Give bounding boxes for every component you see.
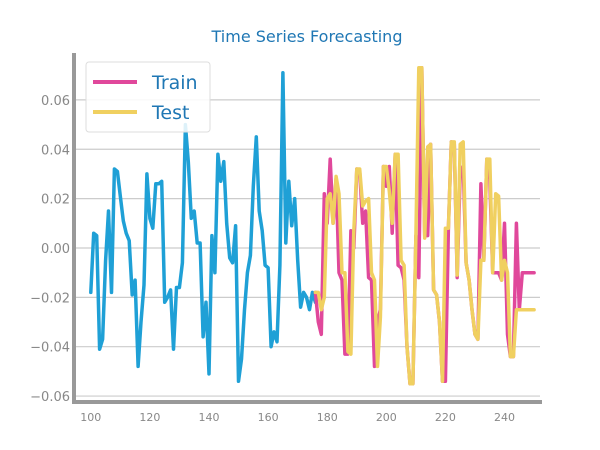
- legend-box: [85, 61, 211, 133]
- series-line-test: [313, 66, 536, 386]
- y-tick-label: −0.02: [30, 291, 70, 306]
- legend-label-train: Train: [151, 72, 198, 94]
- series-line-history: [89, 70, 327, 384]
- x-tick-label: 220: [435, 411, 456, 424]
- legend-label-test: Test: [151, 102, 189, 124]
- x-tick-label: 100: [80, 411, 101, 424]
- y-tick-label: −0.06: [30, 390, 70, 405]
- y-tick-label: 0.02: [41, 193, 70, 208]
- x-tick-labels: 100 120 140 160 180 200 220 240: [80, 411, 515, 424]
- y-tick-labels: −0.06 −0.04 −0.02 0.00 0.02 0.04 0.06: [30, 94, 70, 405]
- x-tick-label: 240: [494, 411, 515, 424]
- y-tick-label: −0.04: [30, 341, 70, 356]
- axes: [72, 53, 542, 404]
- series-lines: [89, 66, 536, 386]
- y-tick-label: 0.06: [41, 94, 70, 109]
- chart-title: Time Series Forecasting: [211, 27, 403, 46]
- y-tick-label: 0.00: [41, 242, 70, 257]
- x-tick-label: 160: [258, 411, 279, 424]
- x-tick-label: 200: [376, 411, 397, 424]
- x-tick-label: 120: [139, 411, 160, 424]
- x-tick-label: 140: [198, 411, 219, 424]
- x-tick-label: 180: [317, 411, 338, 424]
- y-tick-label: 0.04: [41, 143, 70, 158]
- legend: Train Test: [85, 61, 211, 133]
